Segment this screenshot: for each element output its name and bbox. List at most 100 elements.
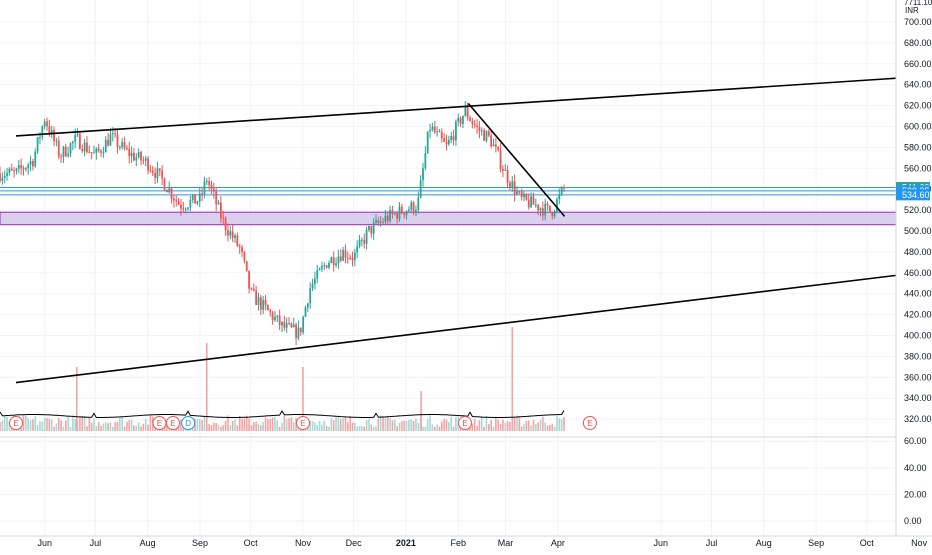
candle-body: [257, 297, 260, 305]
volume-bar: [520, 426, 523, 431]
candle-body: [90, 152, 93, 154]
candle-body: [0, 173, 1, 181]
candle-body: [67, 153, 70, 157]
volume-bar: [248, 418, 250, 431]
event-marker[interactable]: [165, 416, 180, 430]
volume-bar: [100, 426, 102, 431]
volume-bar: [516, 415, 518, 431]
candle-body: [259, 297, 262, 310]
volume-bar: [488, 424, 490, 431]
price-tick-label: 640.00: [904, 80, 932, 90]
volume-bar: [358, 426, 361, 431]
candle-body: [325, 265, 328, 268]
event-marker[interactable]: [458, 416, 473, 430]
event-marker[interactable]: [152, 416, 167, 430]
volume-bar: [337, 416, 340, 431]
volume-bar: [86, 426, 88, 431]
price-tick-label: 600.00: [904, 122, 932, 132]
volume-bar: [518, 416, 521, 431]
descending-trendline-trendline[interactable]: [467, 102, 566, 217]
candle-body: [295, 324, 297, 339]
volume-bar: [69, 426, 72, 431]
candle-body: [492, 144, 495, 147]
price-axis-top-label: 7711.10: [904, 0, 932, 7]
volume-bar: [478, 420, 481, 431]
candle-body: [485, 131, 488, 141]
volume-bar: [6, 416, 8, 431]
candle-body: [163, 178, 166, 190]
volume-bar: [276, 420, 279, 431]
volume-bar: [90, 422, 93, 431]
candle-body: [419, 180, 422, 198]
candle-body: [497, 146, 500, 151]
price-tick-label: 580.00: [904, 142, 932, 152]
candle-body: [382, 221, 384, 223]
volume-bar: [149, 415, 152, 431]
candle-body: [177, 201, 180, 205]
volume-bar: [50, 419, 53, 431]
event-marker[interactable]: [181, 416, 196, 430]
candle-body: [311, 283, 314, 289]
candle-body: [170, 188, 173, 199]
event-marker[interactable]: [295, 416, 310, 430]
volume-bar: [452, 426, 455, 431]
volume-bar: [213, 422, 215, 431]
price-tick-label: 360.00: [904, 372, 932, 382]
candle-body: [41, 126, 44, 138]
support-zone[interactable]: [0, 211, 897, 226]
candle-body: [231, 231, 234, 239]
indicator-tick-label: 20.00: [904, 489, 927, 499]
volume-bar: [133, 425, 135, 431]
candle-body: [304, 307, 307, 317]
price-tick-label: 380.00: [904, 351, 932, 361]
candle-body: [79, 133, 81, 150]
volume-bar: [285, 419, 288, 431]
candle-body: [224, 218, 227, 231]
candle-body: [149, 170, 152, 172]
price-badge: [896, 189, 930, 201]
candle-body: [408, 209, 410, 212]
volume-bar: [377, 418, 380, 431]
time-tick-label: 2021: [396, 538, 416, 548]
candle-body: [417, 197, 420, 210]
candle-body: [212, 188, 215, 192]
upper-channel-trendline[interactable]: [15, 70, 932, 137]
candle-body: [328, 262, 330, 268]
candle-body: [43, 121, 46, 127]
candle-body: [433, 126, 436, 133]
candle-body: [123, 142, 126, 149]
volume-bar: [74, 418, 76, 431]
candle-body: [74, 134, 77, 142]
event-marker-label: E: [170, 419, 175, 428]
event-marker[interactable]: [9, 416, 23, 430]
volume-bar: [422, 426, 424, 431]
volume-bar: [527, 420, 530, 431]
candle-body: [410, 202, 413, 210]
candle-body: [353, 252, 356, 261]
volume-bar: [253, 422, 255, 431]
candle-body: [400, 206, 403, 214]
candle-body: [107, 139, 109, 146]
time-tick-label: Dec: [346, 538, 363, 548]
candle-body: [290, 323, 293, 328]
candle-body: [525, 193, 528, 200]
event-marker[interactable]: [582, 416, 597, 430]
volume-bar: [1, 420, 4, 431]
volume-bar: [220, 426, 222, 431]
volume-bar: [473, 419, 476, 431]
candle-body: [358, 240, 361, 247]
candle-body: [351, 258, 354, 261]
volume-bar: [563, 416, 565, 431]
price-axis-background: [896, 0, 932, 550]
volume-bar: [328, 426, 330, 431]
volume-bar: [208, 424, 210, 431]
volume-bar: [135, 425, 138, 431]
candle-body: [302, 316, 305, 333]
volume-bar: [379, 415, 382, 431]
candle-body: [36, 137, 39, 152]
candle-body: [527, 199, 530, 208]
lower-channel-trendline[interactable]: [15, 260, 932, 384]
candle-body: [135, 157, 138, 161]
